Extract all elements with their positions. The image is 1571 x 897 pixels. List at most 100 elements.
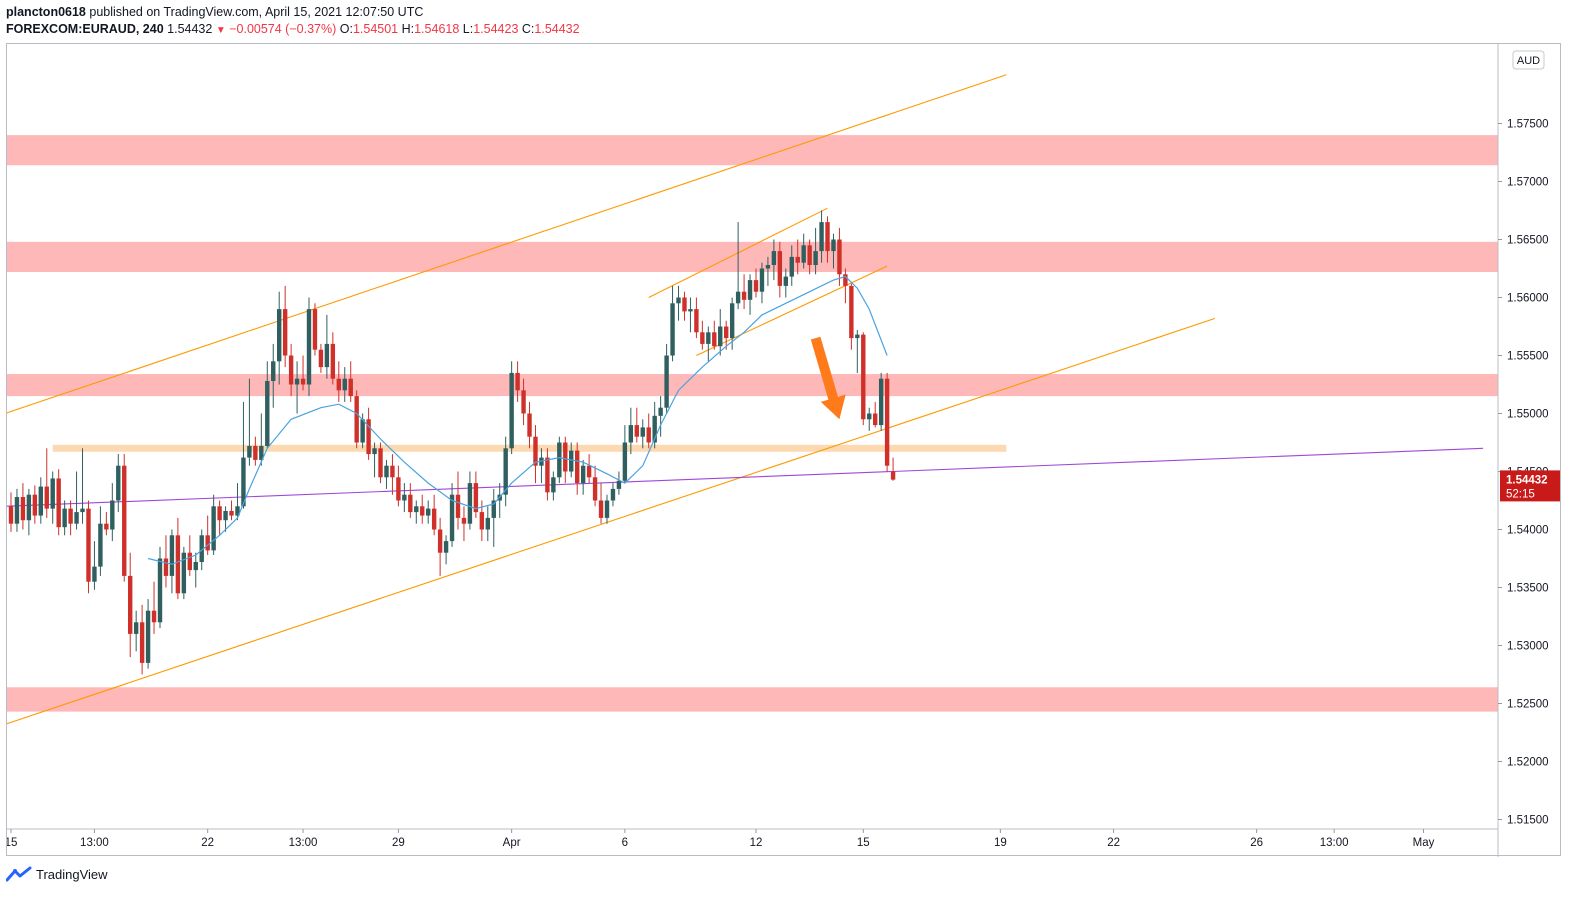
inner-channel-lower-line[interactable] (696, 265, 888, 356)
candle-body[interactable] (318, 349, 324, 368)
candle-body[interactable] (819, 222, 824, 252)
candle-body[interactable] (694, 309, 699, 333)
candle-body[interactable] (181, 552, 187, 594)
candle-body[interactable] (843, 274, 848, 286)
resistance-zone[interactable] (7, 241, 1498, 272)
candle-body[interactable] (443, 541, 449, 553)
candle-body[interactable] (187, 552, 192, 571)
candle-body[interactable] (169, 535, 175, 576)
candle-body[interactable] (330, 343, 336, 379)
candle-body[interactable] (569, 450, 574, 472)
publisher-username[interactable]: plancton0618 (6, 5, 86, 19)
candle-body[interactable] (241, 457, 246, 507)
candle-body[interactable] (849, 285, 854, 339)
candle-body[interactable] (175, 535, 181, 594)
candle-body[interactable] (622, 442, 628, 481)
candle-body[interactable] (431, 508, 437, 530)
candle-body[interactable] (306, 309, 312, 385)
candle-body[interactable] (229, 510, 234, 516)
candle-body[interactable] (771, 251, 777, 266)
candle-body[interactable] (110, 500, 115, 530)
candle-body[interactable] (408, 494, 413, 513)
candle-body[interactable] (277, 309, 282, 362)
candle-body[interactable] (157, 558, 163, 623)
candle-body[interactable] (598, 500, 604, 518)
candle-body[interactable] (360, 419, 365, 443)
candle-body[interactable] (426, 508, 431, 516)
candle-body[interactable] (741, 291, 747, 300)
candle-body[interactable] (32, 494, 38, 516)
candle-body[interactable] (855, 334, 860, 339)
candle-body[interactable] (837, 239, 842, 275)
candle-body[interactable] (575, 450, 580, 484)
candle-body[interactable] (515, 372, 520, 391)
candle-body[interactable] (473, 483, 479, 513)
candle-body[interactable] (604, 500, 610, 518)
resistance-zone[interactable] (7, 374, 1498, 397)
candle-body[interactable] (312, 309, 318, 350)
candle-body[interactable] (777, 251, 783, 286)
candle-body[interactable] (86, 508, 91, 582)
candle-body[interactable] (372, 448, 377, 455)
candle-body[interactable] (759, 268, 765, 292)
candle-body[interactable] (557, 442, 562, 478)
candle-body[interactable] (878, 378, 884, 426)
candle-body[interactable] (586, 465, 592, 478)
candle-body[interactable] (712, 332, 717, 347)
candle-body[interactable] (223, 510, 228, 521)
candle-body[interactable] (521, 390, 526, 414)
candle-body[interactable] (491, 500, 496, 518)
candle-body[interactable] (682, 297, 687, 312)
candle-body[interactable] (366, 419, 371, 455)
candle-body[interactable] (116, 465, 121, 501)
candle-body[interactable] (527, 413, 532, 437)
candle-body[interactable] (211, 506, 216, 551)
candle-body[interactable] (676, 297, 681, 304)
candle-body[interactable] (145, 610, 151, 663)
candle-body[interactable] (128, 575, 133, 634)
candle-body[interactable] (688, 309, 693, 312)
candle-body[interactable] (700, 332, 705, 344)
candle-body[interactable] (163, 558, 169, 576)
price-chart[interactable]: 1.51500 1.52000 1.52500 1.53000 1.53500 1.540… (7, 44, 1562, 857)
candle-body[interactable] (884, 378, 890, 466)
candle-body[interactable] (122, 465, 127, 576)
candle-body[interactable] (396, 477, 401, 501)
candle-body[interactable] (580, 465, 586, 484)
candle-body[interactable] (718, 326, 723, 347)
candle-body[interactable] (139, 622, 145, 663)
currency-badge-box[interactable] (1512, 50, 1545, 70)
candle-body[interactable] (467, 483, 473, 524)
candle-body[interactable] (20, 497, 26, 521)
candle-body[interactable] (336, 378, 341, 391)
moving-average-line[interactable] (147, 275, 888, 565)
candle-body[interactable] (74, 512, 79, 524)
candle-body[interactable] (437, 529, 443, 553)
candle-body[interactable] (735, 291, 741, 304)
candle-body[interactable] (80, 508, 85, 513)
candle-body[interactable] (610, 488, 616, 501)
candle-body[interactable] (342, 378, 347, 391)
purple-trendline[interactable] (7, 447, 1484, 507)
candle-body[interactable] (104, 523, 109, 530)
candle-body[interactable] (56, 478, 61, 528)
candle-body[interactable] (14, 497, 20, 524)
candle-body[interactable] (551, 477, 556, 493)
candle-body[interactable] (634, 425, 639, 437)
candle-body[interactable] (861, 334, 866, 420)
candle-body[interactable] (199, 535, 204, 562)
candle-body[interactable] (825, 222, 830, 252)
candle-body[interactable] (664, 355, 669, 408)
candle-body[interactable] (378, 448, 383, 478)
candle-body[interactable] (783, 276, 788, 286)
candle-body[interactable] (68, 508, 73, 524)
candle-body[interactable] (724, 326, 729, 339)
currency-badge[interactable]: AUD (1512, 50, 1545, 70)
candle-body[interactable] (628, 425, 634, 443)
candle-body[interactable] (348, 378, 353, 397)
candle-body[interactable] (449, 494, 455, 542)
candle-body[interactable] (563, 442, 568, 472)
outer-channel-lower-line[interactable] (7, 317, 1216, 725)
candle-body[interactable] (271, 361, 276, 382)
resistance-zone[interactable] (7, 687, 1498, 712)
